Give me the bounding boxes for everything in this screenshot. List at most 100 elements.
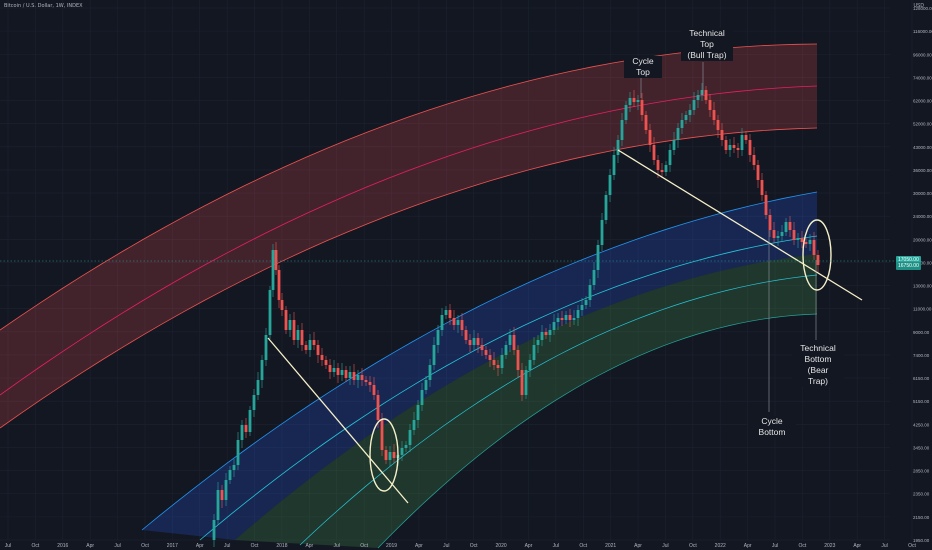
last-price-tag: 17050.00	[896, 256, 921, 264]
candle-body	[788, 222, 792, 230]
candle-body	[808, 240, 812, 244]
green-band-mid	[299, 274, 818, 546]
candle-body	[604, 195, 608, 220]
chart-grid	[0, 0, 913, 541]
candle-body	[528, 360, 532, 370]
candle-body	[728, 145, 732, 150]
candle-body	[320, 355, 324, 360]
candle-body	[572, 318, 576, 320]
x-tick-label: 2017	[167, 543, 178, 549]
candle-body	[228, 470, 232, 480]
green-band-bottom	[377, 313, 818, 549]
candle-body	[252, 395, 256, 410]
y-tick-label: 4250.00	[913, 422, 930, 427]
annotation-technical-bottom: Technical Bottom (Bear Trap)	[792, 343, 844, 387]
candle-body	[344, 370, 348, 378]
candle-body	[448, 310, 452, 318]
annotation-cycle-bottom: Cycle Bottom	[748, 416, 796, 438]
y-tick-label: 116000.00	[913, 29, 932, 34]
candle-body	[236, 440, 240, 465]
x-tick-label: Oct	[32, 543, 40, 549]
candle-body	[392, 452, 396, 458]
candle-body	[452, 318, 456, 325]
candle-body	[492, 360, 496, 365]
candle-body	[352, 372, 356, 380]
candle-body	[244, 425, 248, 432]
candle-body	[760, 180, 764, 195]
candle-body	[724, 140, 728, 150]
candle-body	[812, 240, 816, 255]
x-tick-label: Oct	[579, 543, 587, 549]
candle-body	[656, 160, 660, 170]
price-axis[interactable]: 128000.00 116000.00 96000.00 74000.00 62000.…	[913, 6, 932, 543]
candle-body	[652, 145, 656, 160]
candle-body	[424, 380, 428, 390]
candle-body	[284, 310, 288, 330]
candle-body	[580, 305, 584, 310]
candle-body	[536, 340, 540, 345]
red-band-mid	[0, 85, 818, 396]
candle-body	[692, 100, 696, 110]
red-band	[0, 44, 817, 428]
candle-body	[772, 230, 776, 238]
blue-band-top	[141, 191, 818, 531]
candle-body	[504, 345, 508, 355]
candle-body	[408, 430, 412, 445]
regression-bands	[0, 43, 818, 549]
x-tick-label: Jul	[662, 543, 668, 549]
candle-body	[560, 318, 564, 320]
y-tick-label: 3450.00	[913, 445, 930, 450]
x-tick-label: Apr	[86, 543, 94, 549]
candle-body	[444, 310, 448, 315]
candle-body	[648, 130, 652, 145]
candle-body	[300, 330, 304, 345]
candle-body	[624, 105, 628, 120]
candle-body	[784, 222, 788, 232]
candle-body	[212, 520, 216, 540]
candle-body	[716, 120, 720, 130]
bear-trend-line-2018	[267, 337, 409, 504]
candle-body	[600, 220, 604, 245]
candle-body	[436, 330, 440, 345]
candle-body	[380, 420, 384, 450]
candle-body	[292, 320, 296, 340]
candle-body	[384, 450, 388, 460]
candle-body	[376, 395, 380, 420]
candle-body	[584, 300, 588, 305]
x-tick-label: Jul	[224, 543, 230, 549]
candle-body	[524, 370, 528, 395]
candle-body	[672, 140, 676, 150]
candle-body	[620, 120, 624, 140]
candle-body	[484, 350, 488, 355]
x-tick-label: Jul	[114, 543, 120, 549]
x-tick-label: 2021	[605, 543, 616, 549]
y-tick-label: 24000.00	[913, 214, 932, 219]
candle-body	[240, 425, 244, 440]
candle-body	[472, 338, 476, 345]
candle-body	[512, 335, 516, 350]
candle-body	[404, 445, 408, 448]
candle-body	[280, 300, 284, 310]
candle-body	[576, 310, 580, 318]
time-axis[interactable]: Jul Oct 2016 Apr Jul Oct 2017 Apr Jul Oct 2018 Apr J…	[5, 543, 917, 549]
candle-body	[640, 100, 644, 115]
candle-body	[712, 110, 716, 120]
candle-body	[496, 365, 500, 368]
candle-body	[260, 360, 264, 380]
candle-body	[271, 250, 275, 290]
candle-body	[356, 375, 360, 380]
candle-body	[428, 365, 432, 380]
x-tick-label: Oct	[251, 543, 259, 549]
trend-lines	[0, 62, 895, 504]
y-tick-label: 16000.00	[913, 260, 932, 265]
candle-body	[368, 382, 372, 385]
candle-body	[696, 95, 700, 100]
y-tick-label: 52000.00	[913, 122, 932, 127]
y-tick-label: 5150.00	[913, 399, 930, 404]
x-tick-label: Oct	[689, 543, 697, 549]
candle-body	[456, 320, 460, 325]
candle-body	[328, 365, 332, 372]
candle-body	[596, 245, 600, 270]
candle-body	[400, 448, 404, 455]
